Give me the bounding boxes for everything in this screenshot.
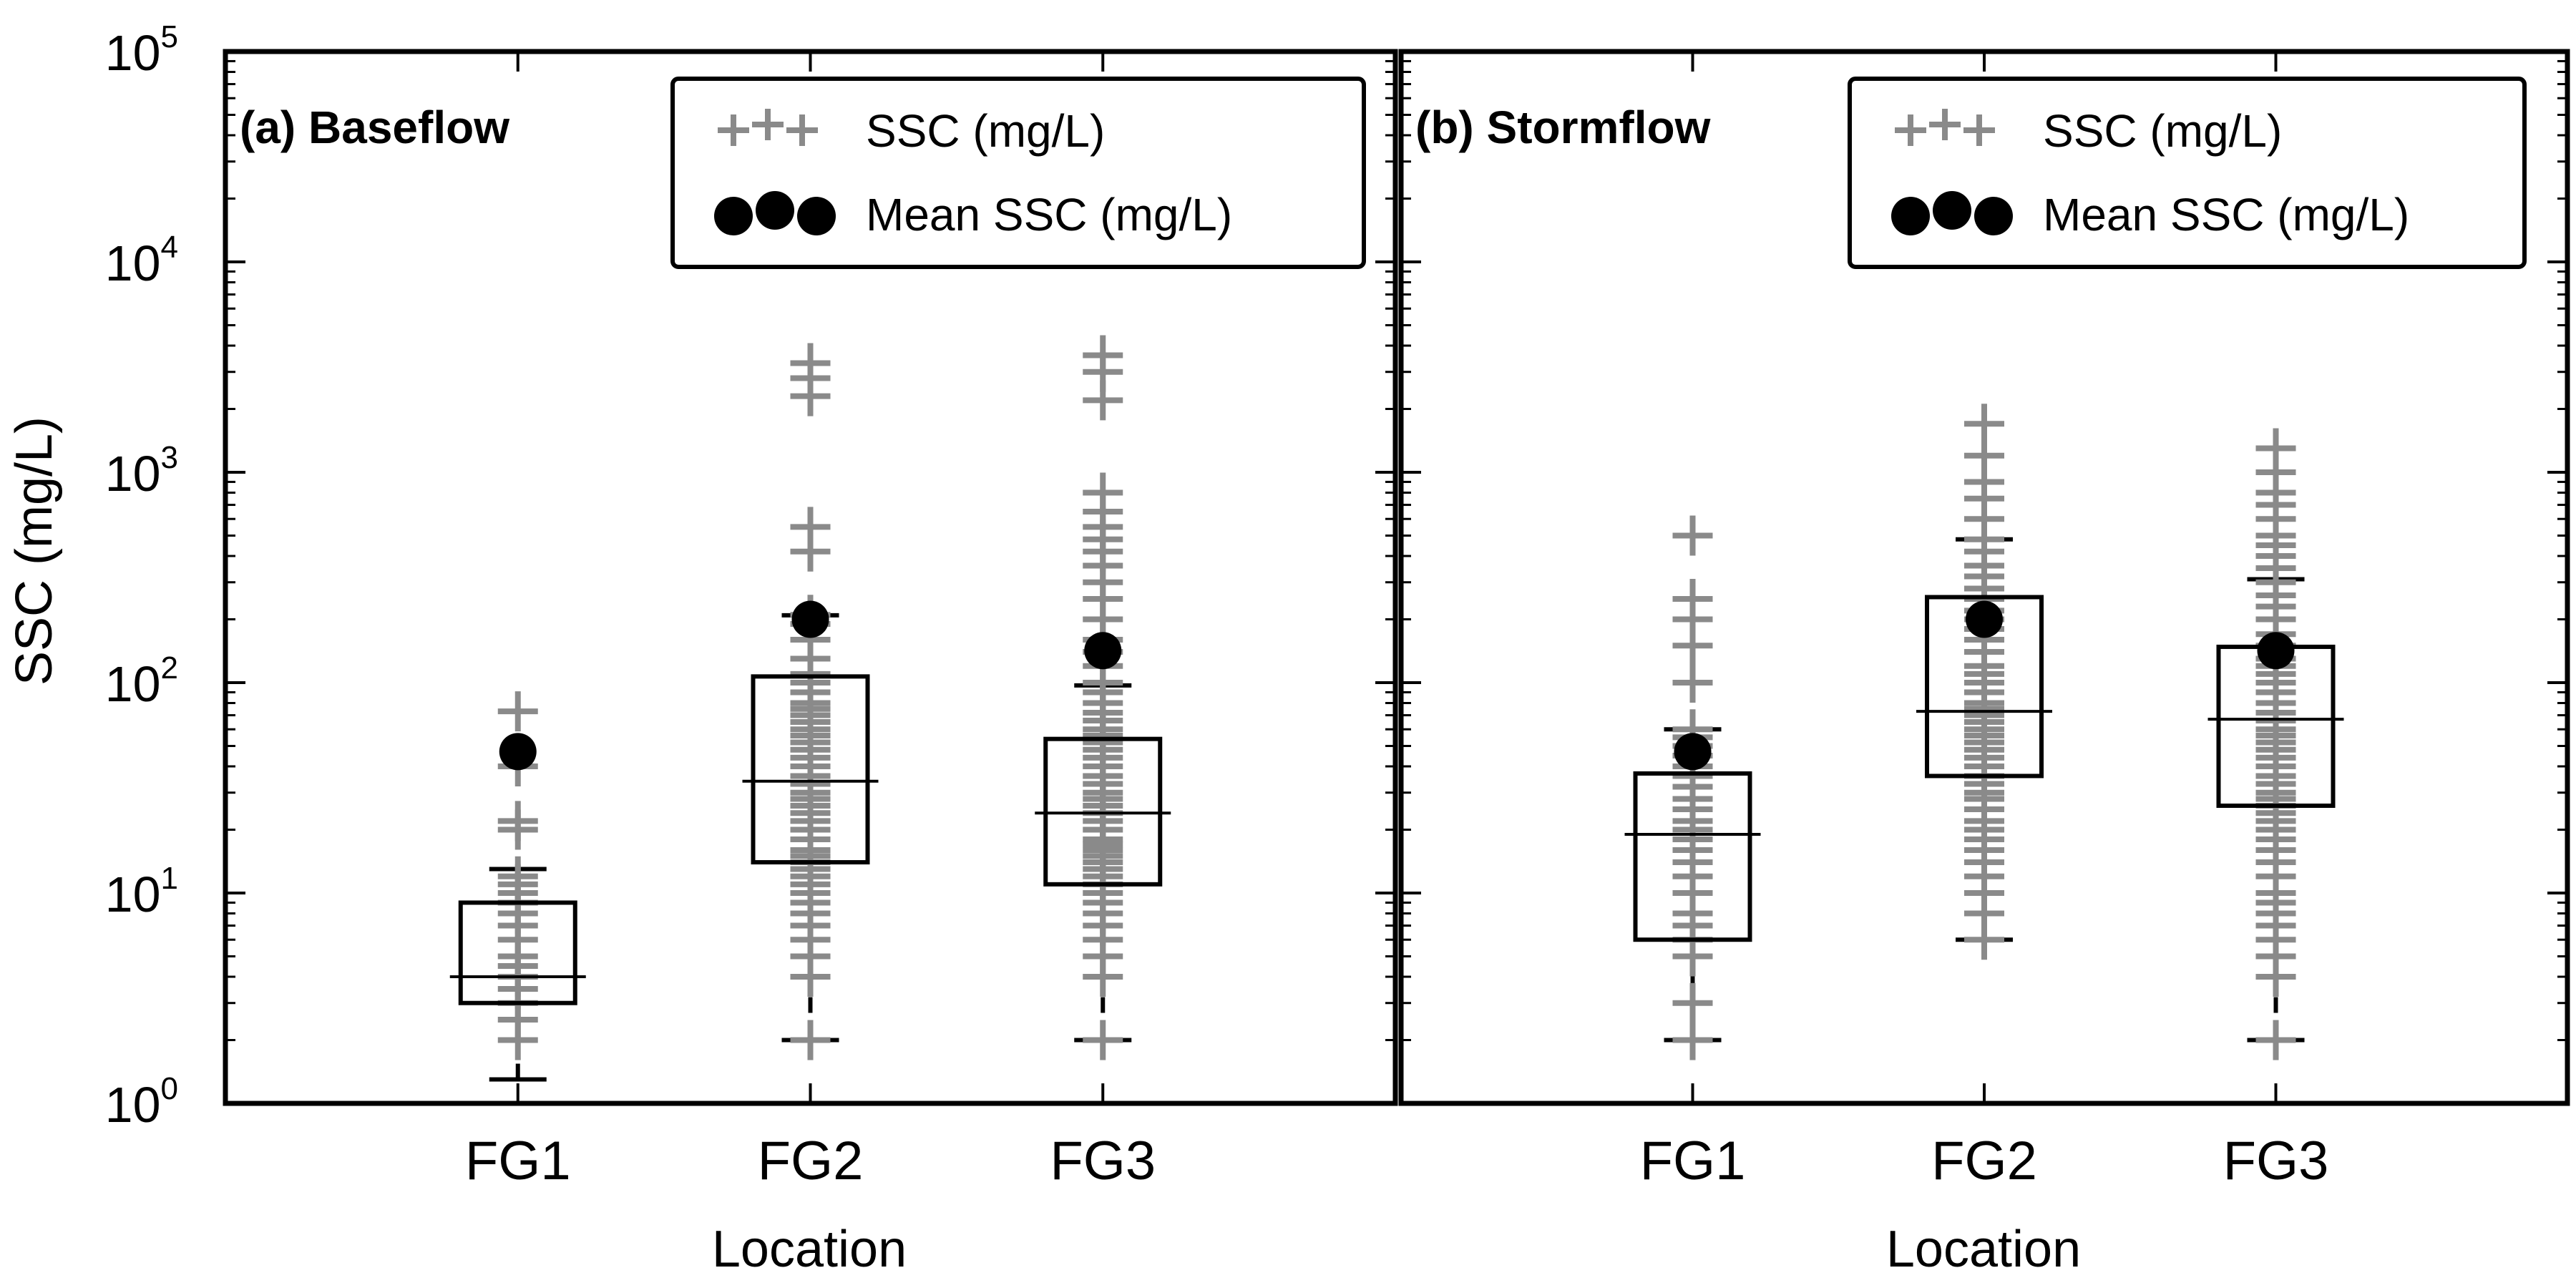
ssc-point <box>1083 1020 1123 1060</box>
ssc-point <box>1083 472 1123 513</box>
legend-dot-glyph <box>1891 197 1930 235</box>
y-tick-label: 103 <box>105 440 178 502</box>
x-tick-label-fg1: FG1 <box>465 1131 571 1191</box>
mean-marker <box>1084 632 1122 670</box>
ssc-point <box>1964 404 2004 444</box>
box-fg2 <box>1916 404 2052 960</box>
legend-mean-label: Mean SSC (mg/L) <box>866 189 1232 240</box>
panel-title-a: (a) Baseflow <box>240 102 509 153</box>
ssc-point <box>1672 663 1713 703</box>
ssc-point <box>1672 982 1713 1023</box>
ssc-point <box>497 856 538 897</box>
iqr-box <box>751 674 870 865</box>
legend-plus-glyph <box>752 109 784 140</box>
legend-ssc-label: SSC (mg/L) <box>866 105 1105 157</box>
ssc-point <box>497 691 538 732</box>
mean-marker <box>1966 600 2003 638</box>
ssc-point <box>1672 1020 1713 1060</box>
legend-mean-marker <box>714 191 836 235</box>
x-tick-label-fg2: FG2 <box>1931 1131 2037 1191</box>
ssc-point <box>497 801 538 841</box>
iqr-box <box>1925 595 2044 779</box>
x-axis-title-a: Location <box>712 1221 907 1278</box>
iqr-box <box>1633 771 1752 942</box>
legend-plus-glyph <box>1895 114 1926 146</box>
y-tick-label: 101 <box>105 861 178 922</box>
mean-marker <box>791 600 829 638</box>
ssc-point <box>1083 335 1123 376</box>
plot-frame <box>223 49 1398 1106</box>
legend-dot-glyph <box>1933 191 1971 230</box>
legend-ssc-label: SSC (mg/L) <box>2043 105 2282 157</box>
x-tick-label-fg1: FG1 <box>1640 1131 1746 1191</box>
legend-ssc-marker <box>1895 109 1995 146</box>
y-tick-label: 105 <box>105 19 178 81</box>
ssc-point <box>790 343 831 384</box>
legend-plus-glyph <box>1929 109 1961 140</box>
mean-marker <box>1674 733 1712 771</box>
box-fg1 <box>449 691 586 1082</box>
ssc-point <box>2255 1020 2296 1060</box>
legend-mean-marker <box>1891 191 2013 235</box>
legend-mean-label: Mean SSC (mg/L) <box>2043 189 2409 240</box>
legend-dot-glyph <box>1974 197 2013 235</box>
legend-dot-glyph <box>797 197 836 235</box>
legend-plus-glyph <box>786 114 818 146</box>
ssc-point <box>2255 428 2296 469</box>
x-tick-label-fg3: FG3 <box>1050 1131 1156 1191</box>
panel-stormflow: FG1 FG2 FG3 <box>1398 49 2570 1191</box>
y-tick-label: 100 <box>105 1071 178 1133</box>
x-axis-title-b: Location <box>1886 1221 2081 1278</box>
box-fg3 <box>2207 428 2344 1060</box>
box-fg2 <box>742 343 879 1060</box>
ssc-point <box>790 1020 831 1060</box>
legend-dot-glyph <box>756 191 794 230</box>
box-fg1 <box>1624 515 1761 1060</box>
panel-baseflow: 100 101 102 103 104 105 FG1 FG2 FG3 <box>105 19 1398 1191</box>
legend-ssc-marker <box>718 109 818 146</box>
legend-a: SSC (mg/L) Mean SSC (mg/L) <box>670 77 1366 269</box>
legend-b: SSC (mg/L) Mean SSC (mg/L) <box>1848 77 2527 269</box>
legend-dot-glyph <box>714 197 753 235</box>
y-axis-title: SSC (mg/L) <box>6 416 63 686</box>
x-tick-label-fg3: FG3 <box>2223 1131 2329 1191</box>
ssc-point <box>1672 515 1713 556</box>
legend-plus-glyph <box>1963 114 1995 146</box>
mean-marker <box>499 733 537 771</box>
iqr-box <box>458 900 577 1005</box>
mean-marker <box>2257 632 2295 670</box>
box-fg3 <box>1035 335 1171 1060</box>
ssc-point <box>1672 579 1713 620</box>
panel-title-b: (b) Stormflow <box>1415 102 1711 153</box>
x-tick-label-fg2: FG2 <box>758 1131 864 1191</box>
plot-frame <box>1398 49 2570 1106</box>
y-tick-label: 104 <box>105 230 178 291</box>
legend-plus-glyph <box>718 114 749 146</box>
ssc-point <box>790 507 831 547</box>
y-tick-label: 102 <box>105 650 178 712</box>
